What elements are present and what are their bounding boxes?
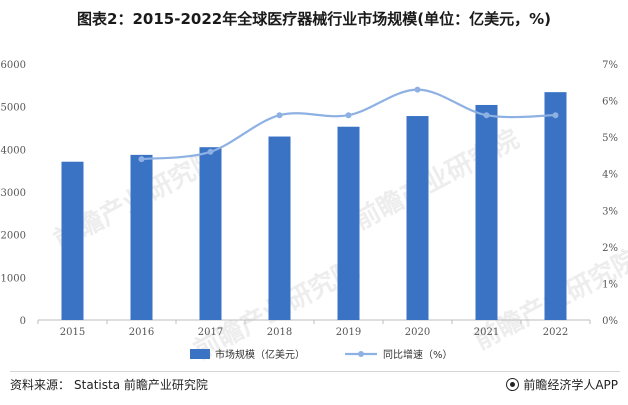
- y-right-tick-label: 5%: [602, 133, 618, 144]
- line-series: [138, 86, 559, 163]
- y-left-tick-label: 6000: [1, 60, 26, 71]
- bar-2018: [268, 136, 291, 320]
- bar-series: [61, 92, 567, 321]
- growth-point-2020: [414, 86, 421, 93]
- y-right-tick-label: 4%: [602, 170, 618, 181]
- y-right-tick-label: 2%: [602, 243, 618, 254]
- bar-2019: [337, 126, 360, 320]
- y-left-tick-label: 1000: [1, 273, 26, 284]
- growth-point-2019: [345, 112, 352, 119]
- x-tick-label: 2016: [129, 327, 154, 338]
- y-left-tick-label: 5000: [1, 103, 26, 114]
- bar-2015: [61, 161, 84, 320]
- axes: 0 1000 2000 3000 4000 5000 6000 0% 1% 2% 3% 4% 5% 6% 7…: [1, 60, 618, 338]
- x-tick-label: 2022: [543, 327, 568, 338]
- x-tick-label: 2021: [474, 327, 499, 338]
- bar-2021: [475, 104, 498, 321]
- growth-point-2018: [276, 112, 283, 119]
- legend-line-marker: [358, 351, 364, 357]
- watermark-text: 前瞻产业研究院: [349, 123, 524, 236]
- y-left-tick-label: 0: [20, 316, 26, 327]
- brand-name: 前瞻经济学人APP: [523, 378, 618, 392]
- x-tick-label: 2018: [267, 327, 292, 338]
- y-left-tick-label: 3000: [1, 188, 26, 199]
- growth-point-2017: [207, 148, 214, 155]
- source-note: 资料来源： Statista 前瞻产业研究院: [10, 376, 212, 393]
- chart-title: 图表2：2015-2022年全球医疗器械行业市场规模(单位：亿美元，%): [77, 10, 551, 28]
- source-text: Statista 前瞻产业研究院: [74, 378, 208, 392]
- y-left-tick-label: 4000: [1, 145, 26, 156]
- bar-2022: [544, 92, 567, 320]
- legend-bar-swatch: [190, 349, 210, 359]
- legend-bar-label: 市场规模（亿美元）: [215, 348, 305, 361]
- y-right-tick-label: 7%: [602, 60, 618, 71]
- y-right-tick-label: 6%: [602, 97, 618, 108]
- growth-point-2022: [552, 112, 559, 119]
- legend: 市场规模（亿美元） 同比增速（%）: [190, 348, 453, 361]
- y-right-tick-label: 0%: [602, 316, 618, 327]
- combo-chart: 前瞻产业研究院前瞻产业研究院前瞻产业研究院前瞻产业研究院 01000200030…: [1, 60, 628, 366]
- x-tick-label: 2017: [198, 327, 223, 338]
- bar-2017: [199, 147, 222, 320]
- x-tick-label: 2019: [336, 327, 361, 338]
- x-tick-label: 2020: [405, 327, 430, 338]
- y-right-tick-label: 3%: [602, 206, 618, 217]
- growth-point-2016: [138, 156, 145, 163]
- qianzhan-logo-icon: [506, 378, 520, 391]
- brand: 前瞻经济学人APP: [506, 376, 618, 393]
- bar-2016: [130, 154, 153, 320]
- growth-point-2021: [483, 112, 490, 119]
- y-right-tick-label: 1%: [602, 279, 618, 290]
- y-left-tick-label: 2000: [1, 231, 26, 242]
- bar-2020: [406, 116, 429, 320]
- legend-line-label: 同比增速（%）: [383, 348, 453, 361]
- footer-divider: [10, 371, 620, 372]
- source-label: 资料来源：: [10, 378, 71, 392]
- x-tick-label: 2015: [60, 327, 85, 338]
